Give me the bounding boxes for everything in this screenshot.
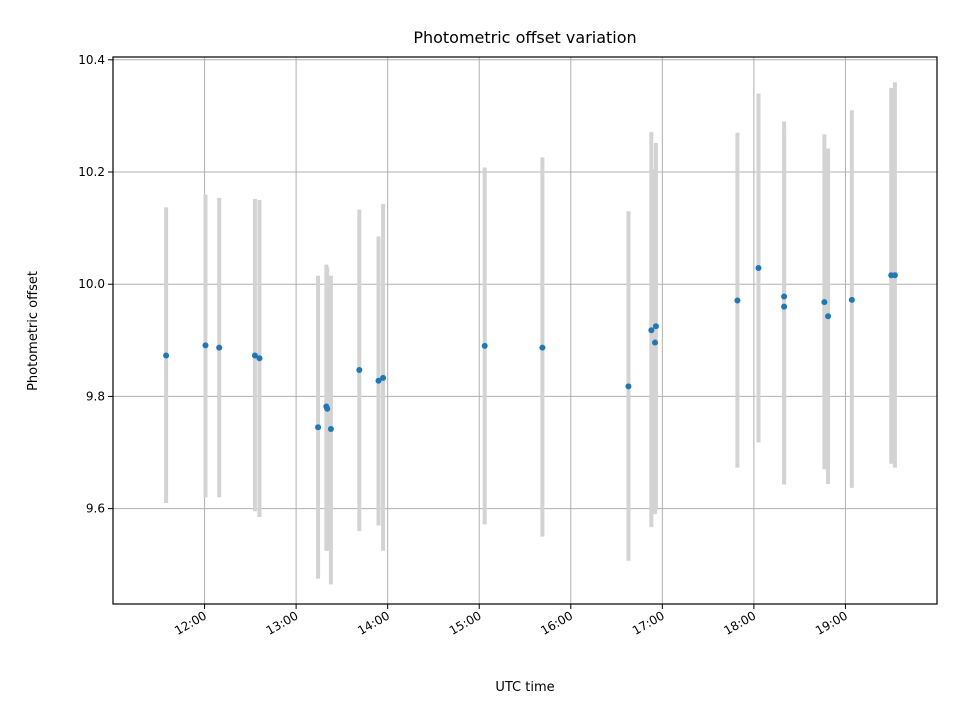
y-axis-label: Photometric offset: [26, 271, 41, 391]
y-tick-label: 10.4: [78, 53, 105, 67]
plot-area-frame: [112, 56, 938, 605]
data-point: [256, 355, 263, 362]
y-tick-label: 10.2: [78, 165, 105, 179]
data-point: [315, 424, 322, 431]
data-points: [163, 264, 898, 432]
y-tick-label: 10.0: [78, 277, 105, 291]
chart-title: Photometric offset variation: [413, 28, 636, 47]
data-point: [825, 313, 832, 320]
data-point: [324, 405, 331, 412]
data-point: [375, 377, 382, 384]
data-point: [652, 339, 659, 346]
grid: [113, 57, 937, 604]
data-point: [821, 299, 828, 306]
data-point: [734, 297, 741, 304]
data-point: [202, 342, 209, 349]
data-point: [216, 344, 223, 351]
data-point: [648, 327, 655, 334]
data-point: [848, 296, 855, 303]
data-point: [539, 344, 546, 351]
data-point: [327, 425, 334, 432]
data-point: [163, 352, 170, 359]
data-point: [781, 293, 788, 300]
data-point: [625, 383, 632, 390]
data-point: [251, 352, 258, 359]
data-point: [781, 303, 788, 310]
data-point: [380, 374, 387, 381]
x-axis-label: UTC time: [495, 680, 554, 695]
data-point: [652, 323, 659, 330]
y-tick-label: 9.6: [86, 502, 105, 516]
data-point: [891, 272, 898, 279]
data-point: [481, 342, 488, 349]
y-tick-label: 9.8: [86, 389, 105, 403]
data-point: [356, 367, 363, 374]
data-point: [755, 264, 762, 271]
